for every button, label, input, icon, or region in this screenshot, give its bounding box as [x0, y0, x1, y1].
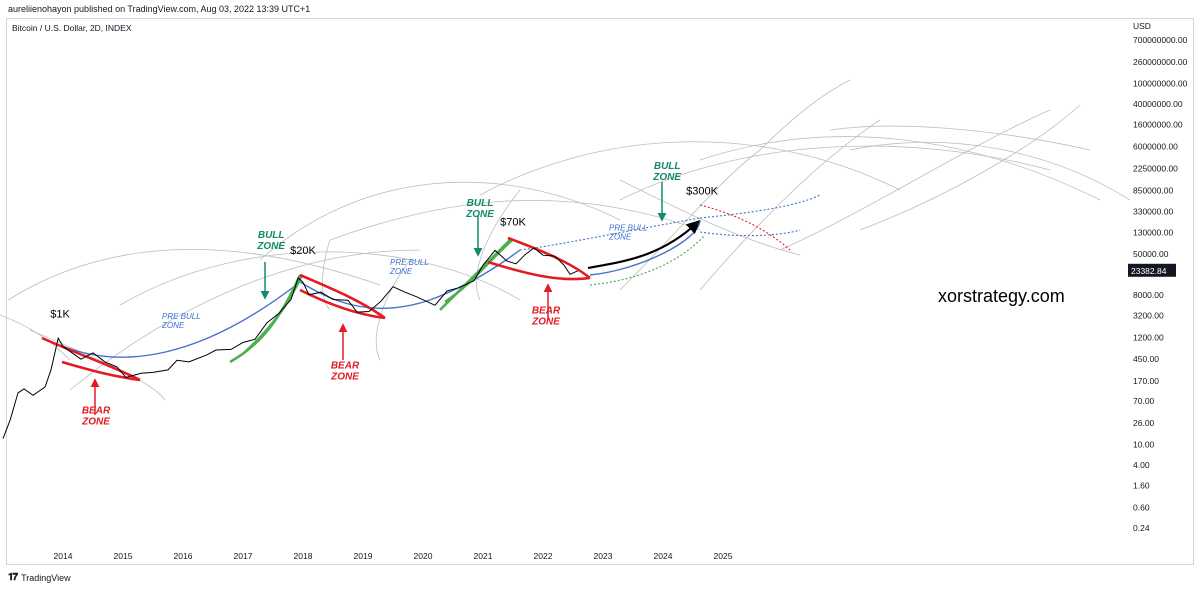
- y-tick-label: 10.00: [1133, 439, 1155, 449]
- prebull-zone-label: PRE BULL ZONE: [161, 312, 201, 330]
- y-tick-label: 3200.00: [1133, 310, 1164, 320]
- bull-zone-label: BULL ZONE: [256, 230, 285, 252]
- guide-arc: [699, 119, 881, 291]
- guide-arc: [779, 109, 1051, 251]
- y-tick-label: 170.00: [1133, 376, 1159, 386]
- bull-arc: [244, 274, 304, 353]
- zone-arcs: [41, 194, 821, 382]
- current-price-label: 23382.84: [1131, 266, 1167, 276]
- tv-logo-icon: 𝟏𝟕: [8, 572, 18, 583]
- x-tick-label: 2020: [414, 551, 433, 561]
- y-tick-label: 26.00: [1133, 418, 1155, 428]
- y-tick-label: 2250000.00: [1133, 164, 1178, 174]
- x-tick-label: 2023: [594, 551, 613, 561]
- guide-arc: [322, 239, 331, 311]
- price-level-label: $20K: [290, 245, 316, 257]
- prebull-zone-label: PRE BULL ZONE: [608, 224, 648, 242]
- symbol-title: Bitcoin / U.S. Dollar, 2D, INDEX: [12, 23, 132, 33]
- x-tick-label: 2019: [354, 551, 373, 561]
- prebull-zone-label: PRE BULL ZONE: [389, 258, 429, 276]
- y-tick-label: 50000.00: [1133, 249, 1169, 259]
- bear-zone-label: BEAR ZONE: [531, 305, 561, 327]
- y-tick-label: 1200.00: [1133, 332, 1164, 342]
- current-price-badge: [1128, 263, 1176, 277]
- bull-projection: [589, 234, 706, 286]
- y-axis: USD 700000000.00 260000000.00 100000000.00 4…: [1128, 21, 1188, 533]
- annotation-labels: $1K $20K $70K $300K BULL ZONE BULL ZONE BULL ZONE…: [50, 161, 718, 427]
- guide-arc: [829, 125, 1091, 151]
- y-tick-label: 450.00: [1133, 354, 1159, 364]
- x-tick-label: 2021: [474, 551, 493, 561]
- price-level-label: $1K: [50, 309, 70, 321]
- guide-arc: [849, 141, 1131, 201]
- guide-arc: [859, 104, 1081, 231]
- y-tick-label: 0.24: [1133, 523, 1150, 533]
- price-level-label: $70K: [500, 217, 526, 229]
- y-tick-label: 130000.00: [1133, 227, 1173, 237]
- publish-info: aureliienohayon published on TradingView…: [8, 4, 311, 14]
- x-tick-label: 2016: [174, 551, 193, 561]
- guide-arc: [619, 179, 801, 256]
- bear-arc: [299, 273, 386, 320]
- guide-arc: [259, 181, 621, 261]
- bear-arc: [41, 336, 141, 382]
- x-tick-label: 2022: [534, 551, 553, 561]
- guide-arc: [119, 251, 521, 306]
- bear-arc: [507, 236, 591, 280]
- guide-arc: [619, 149, 761, 291]
- y-tick-label: 850000.00: [1133, 185, 1173, 195]
- guide-arcs: [0, 79, 1131, 401]
- x-axis: 2014 2015 2016 2017 2018 2019 2020 2021 2022 2023…: [54, 551, 733, 561]
- projection-arrow: [587, 220, 700, 270]
- x-tick-label: 2017: [234, 551, 253, 561]
- pre-bull-arc: [59, 281, 301, 358]
- tradingview-footer: 𝟏𝟕 TradingView: [8, 572, 71, 583]
- footer-brand: TradingView: [21, 572, 71, 583]
- bear-zone-label: BEAR ZONE: [81, 405, 111, 427]
- y-tick-label: 100000000.00: [1133, 79, 1188, 89]
- y-tick-label: 40000000.00: [1133, 99, 1183, 109]
- x-tick-label: 2018: [294, 551, 313, 561]
- y-tick-label: 1.60: [1133, 481, 1150, 491]
- y-tick-label: 6000000.00: [1133, 142, 1178, 152]
- guide-arc: [699, 136, 1101, 201]
- y-tick-label: 260000000.00: [1133, 57, 1188, 67]
- x-tick-label: 2024: [654, 551, 673, 561]
- y-tick-label: 16000000.00: [1133, 120, 1183, 130]
- pre-bull-projection: [699, 229, 801, 237]
- y-tick-label: 0.60: [1133, 502, 1150, 512]
- bear-zone-label: BEAR ZONE: [330, 360, 360, 382]
- bear-arc: [487, 260, 591, 281]
- price-series: [2, 247, 579, 439]
- annotation-arrows: [90, 182, 700, 415]
- bear-projection: [699, 204, 791, 251]
- x-tick-label: 2014: [54, 551, 73, 561]
- x-tick-label: 2025: [714, 551, 733, 561]
- y-tick-label: 700000000.00: [1133, 35, 1188, 45]
- guide-arc: [69, 249, 421, 391]
- y-tick-label: 70.00: [1133, 396, 1155, 406]
- guide-arc: [7, 248, 381, 301]
- axis-currency-label: USD: [1133, 21, 1151, 31]
- y-tick-label: 8000.00: [1133, 290, 1164, 300]
- guide-arc: [479, 141, 901, 196]
- price-level-label: $300K: [686, 186, 718, 198]
- y-tick-label: 330000.00: [1133, 207, 1173, 217]
- guide-arc: [759, 79, 851, 151]
- bear-arc: [61, 360, 141, 382]
- watermark-text: xorstrategy.com: [938, 286, 1065, 306]
- x-tick-label: 2015: [114, 551, 133, 561]
- bull-zone-label: BULL ZONE: [465, 198, 494, 220]
- bull-zone-label: BULL ZONE: [652, 161, 681, 183]
- y-tick-label: 4.00: [1133, 460, 1150, 470]
- guide-arc: [0, 314, 71, 361]
- btc-price-line: [2, 247, 579, 439]
- guide-arc: [329, 200, 701, 241]
- pre-bull-projection: [699, 194, 821, 219]
- pre-bull-projection: [519, 217, 701, 251]
